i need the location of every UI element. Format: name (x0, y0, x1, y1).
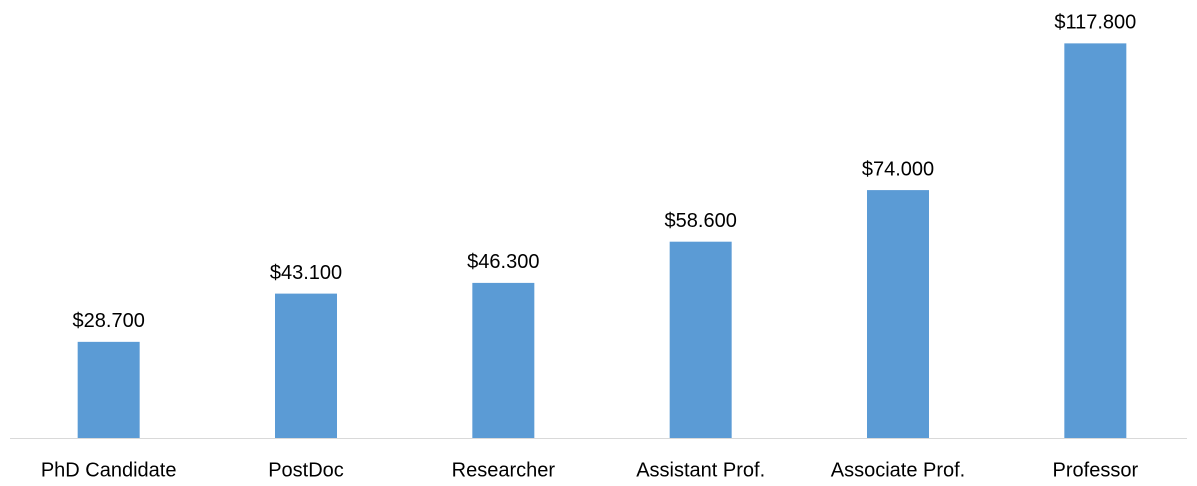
bar (77, 341, 140, 438)
data-label: $117.800 (1054, 12, 1136, 34)
bar (275, 293, 337, 438)
x-tick-label: Researcher (452, 459, 556, 481)
data-label: $28.700 (73, 310, 145, 332)
bar (867, 190, 929, 438)
data-label: $46.300 (467, 251, 539, 273)
bar (472, 282, 535, 438)
bar (1064, 43, 1127, 439)
x-tick-label: PostDoc (268, 459, 344, 481)
data-label: $43.100 (270, 262, 342, 284)
data-label: $74.000 (862, 158, 934, 180)
x-tick-label: Associate Prof. (831, 459, 966, 481)
data-label: $58.600 (665, 210, 737, 232)
x-tick-label: Assistant Prof. (636, 459, 765, 481)
bar (669, 241, 732, 438)
x-tick-label: Professor (1053, 459, 1139, 481)
x-tick-label: PhD Candidate (41, 459, 177, 481)
